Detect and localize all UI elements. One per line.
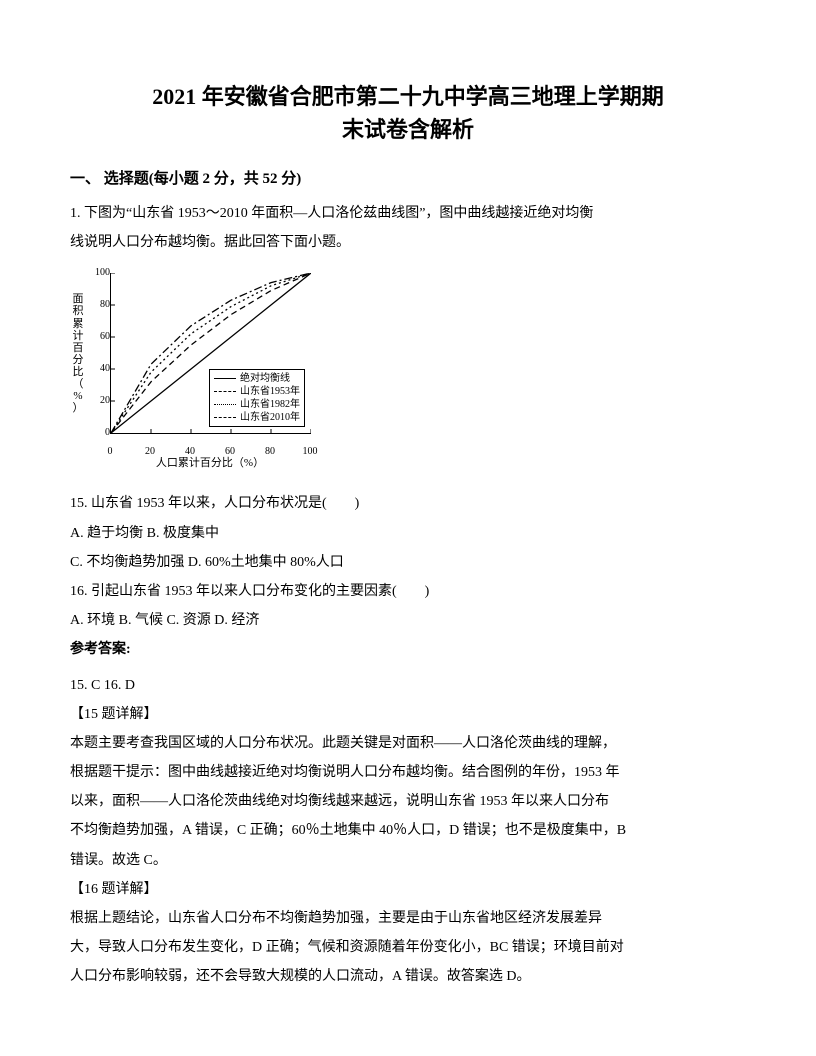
chart-legend: 绝对均衡线山东省1953年山东省1982年山东省2010年 — [209, 369, 305, 427]
answers-label: 参考答案: — [70, 637, 746, 662]
q15-stem: 15. 山东省 1953 年以来，人口分布状况是( ) — [70, 491, 746, 516]
x-axis-label: 人口累计百分比（%） — [110, 454, 310, 474]
plot-area: 绝对均衡线山东省1953年山东省1982年山东省2010年 — [110, 273, 311, 434]
q15-options-cd: C. 不均衡趋势加强 D. 60%土地集中 80%人口 — [70, 550, 746, 575]
exp16-p2: 大，导致人口分布发生变化，D 正确；气候和资源随着年份变化小，BC 错误；环境目… — [70, 935, 746, 960]
section-heading: 一、 选择题(每小题 2 分，共 52 分) — [70, 166, 746, 193]
q16-stem: 16. 引起山东省 1953 年以来人口分布变化的主要因素( ) — [70, 579, 746, 604]
doc-title: 2021 年安徽省合肥市第二十九中学高三地理上学期期 末试卷含解析 — [70, 80, 746, 146]
y-ticks: 020406080100 — [88, 273, 110, 433]
lorenz-chart: 面积累计百分比（%） 020406080100 绝对均衡线山东省1953年山东省… — [70, 263, 746, 483]
exp16-p3: 人口分布影响较弱，还不会导致大规模的人口流动，A 错误。故答案选 D。 — [70, 964, 746, 989]
q1-intro-line2: 线说明人口分布越均衡。据此回答下面小题。 — [70, 230, 746, 255]
exp16-head: 【16 题详解】 — [70, 877, 746, 902]
title-line1: 2021 年安徽省合肥市第二十九中学高三地理上学期期 — [152, 84, 664, 109]
title-line2: 末试卷含解析 — [342, 117, 474, 142]
chart-area: 面积累计百分比（%） 020406080100 绝对均衡线山东省1953年山东省… — [70, 263, 350, 483]
exp15-p2: 根据题干提示：图中曲线越接近绝对均衡说明人口分布越均衡。结合图例的年份，1953… — [70, 760, 746, 785]
exp15-head: 【15 题详解】 — [70, 702, 746, 727]
q16-options: A. 环境 B. 气候 C. 资源 D. 经济 — [70, 608, 746, 633]
exp15-p4: 不均衡趋势加强，A 错误，C 正确；60％土地集中 40％人口，D 错误；也不是… — [70, 818, 746, 843]
page-root: 2021 年安徽省合肥市第二十九中学高三地理上学期期 末试卷含解析 一、 选择题… — [0, 0, 816, 1034]
exp15-p1: 本题主要考查我国区域的人口分布状况。此题关键是对面积——人口洛伦茨曲线的理解， — [70, 731, 746, 756]
y-axis-label: 面积累计百分比（%） — [70, 293, 86, 414]
q1-intro-line1: 1. 下图为“山东省 1953～2010 年面积—人口洛伦兹曲线图”，图中曲线越… — [70, 201, 746, 226]
exp15-p3: 以来，面积——人口洛伦茨曲线绝对均衡线越来越远，说明山东省 1953 年以来人口… — [70, 789, 746, 814]
exp16-p1: 根据上题结论，山东省人口分布不均衡趋势加强，主要是由于山东省地区经济发展差异 — [70, 906, 746, 931]
q15-options-ab: A. 趋于均衡 B. 极度集中 — [70, 521, 746, 546]
answers-line: 15. C 16. D — [70, 673, 746, 698]
exp15-p5: 错误。故选 C。 — [70, 848, 746, 873]
